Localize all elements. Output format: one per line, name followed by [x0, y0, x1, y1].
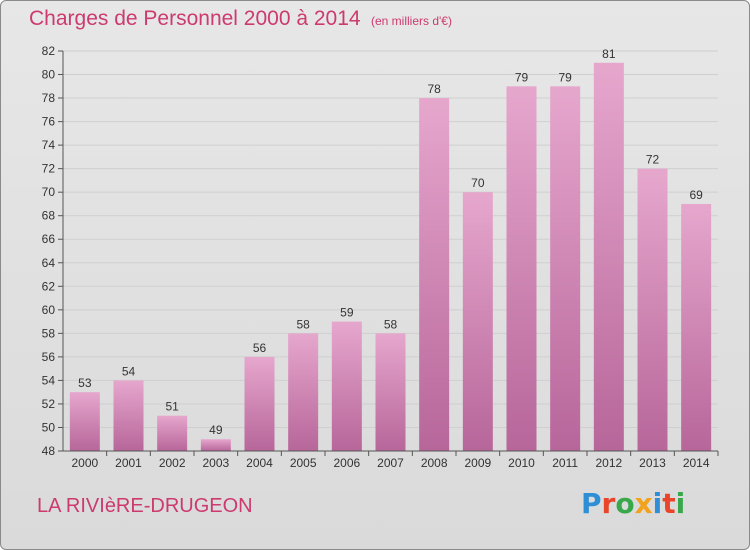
data-label: 53	[78, 376, 92, 390]
x-tick-label: 2009	[464, 456, 491, 470]
data-label: 78	[427, 82, 441, 96]
y-tick-label: 50	[42, 420, 56, 434]
data-label: 56	[253, 341, 267, 355]
x-tick-label: 2012	[595, 456, 622, 470]
x-tick-label: 2013	[639, 456, 666, 470]
y-tick-label: 62	[42, 279, 56, 293]
bar	[462, 192, 493, 452]
logo-letter: i	[675, 487, 686, 520]
bars	[69, 62, 712, 452]
data-label: 49	[209, 423, 223, 437]
x-tick-label: 2004	[246, 456, 273, 470]
y-tick-label: 64	[42, 256, 56, 270]
logo-letter: P	[581, 487, 602, 520]
y-tick-label: 68	[42, 209, 56, 223]
bar	[637, 168, 668, 451]
y-tick-label: 78	[42, 91, 56, 105]
y-tick-label: 54	[42, 373, 56, 387]
y-tick-label: 82	[42, 44, 56, 58]
chart-subtitle: (en milliers d'€)	[371, 14, 452, 28]
bar	[681, 203, 712, 451]
bar	[419, 98, 450, 451]
data-label: 58	[296, 317, 310, 331]
bar	[288, 333, 319, 451]
bar	[200, 439, 231, 451]
y-tick-label: 74	[42, 138, 56, 152]
data-label: 81	[602, 47, 616, 61]
y-tick-label: 52	[42, 397, 56, 411]
bar	[157, 415, 188, 451]
axes: 48 50 52 54 56 58 60 62 64 66 68 70 72 74 76 78 80 82 2000…	[42, 44, 719, 470]
y-tick-label: 80	[42, 68, 56, 82]
y-tick-label: 70	[42, 185, 56, 199]
data-label: 58	[384, 317, 398, 331]
y-tick-label: 48	[42, 444, 56, 458]
logo-letter: r	[601, 487, 616, 520]
chart-title: Charges de Personnel 2000 à 2014	[29, 7, 361, 30]
data-labels: 53 54 51 49 56 58 59 58 78 70 79 79 81 72 69	[78, 47, 703, 437]
logo-letter: t	[662, 487, 676, 520]
x-tick-label: 2000	[71, 456, 98, 470]
x-tick-label: 2014	[683, 456, 710, 470]
x-tick-label: 2007	[377, 456, 404, 470]
x-tick-label: 2010	[508, 456, 535, 470]
y-tick-label: 60	[42, 303, 56, 317]
bar	[113, 380, 144, 451]
data-label: 69	[689, 188, 703, 202]
bar	[244, 356, 275, 451]
bar	[69, 392, 100, 451]
x-tick-label: 2003	[202, 456, 229, 470]
data-label: 79	[515, 70, 529, 84]
x-tick-label: 2011	[552, 456, 578, 470]
bar	[331, 321, 362, 451]
place-name: LA RIVIèRE-DRUGEON	[37, 495, 253, 517]
logo-letter: i	[652, 487, 663, 520]
data-label: 51	[165, 400, 179, 414]
logo-letter: o	[615, 487, 635, 520]
x-tick-label: 2008	[421, 456, 448, 470]
x-tick-label: 2005	[290, 456, 317, 470]
logo-letter: x	[634, 487, 653, 520]
y-tick-label: 56	[42, 350, 56, 364]
x-tick-label: 2002	[159, 456, 186, 470]
y-tick-label: 76	[42, 115, 56, 129]
data-label: 72	[646, 153, 660, 167]
data-label: 70	[471, 176, 485, 190]
y-tick-label: 66	[42, 232, 56, 246]
data-label: 54	[122, 364, 136, 378]
data-label: 79	[558, 70, 572, 84]
x-tick-label: 2001	[115, 456, 142, 470]
bar	[375, 333, 406, 451]
proxiti-logo: Proxiti	[581, 487, 685, 520]
data-label: 59	[340, 306, 354, 320]
bar	[506, 86, 537, 451]
x-tick-label: 2006	[333, 456, 360, 470]
y-tick-label: 72	[42, 162, 56, 176]
y-tick-label: 58	[42, 326, 56, 340]
bar	[593, 62, 624, 451]
bar	[550, 86, 581, 451]
